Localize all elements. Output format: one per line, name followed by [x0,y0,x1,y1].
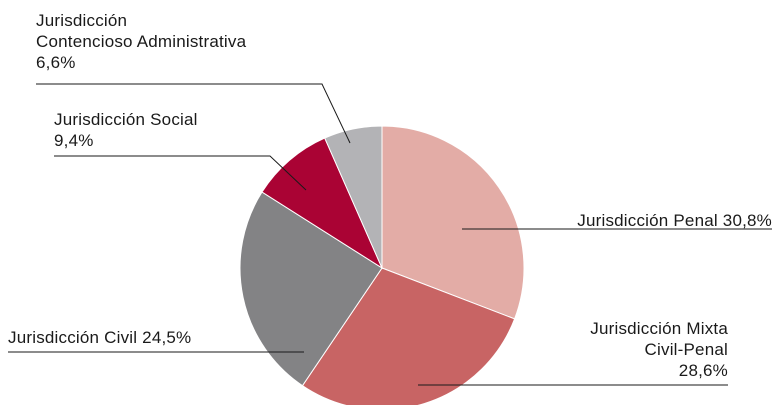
pie-slices [239,125,525,405]
leader-line-4 [54,155,307,191]
slice-label-2: Jurisdicción Mixta Civil-Penal 28,6% [590,319,728,380]
slice-label-line: Jurisdicción Mixta [590,319,728,338]
slice-label-line: 9,4% [54,131,94,150]
slice-label-line: Jurisdicción [36,11,127,30]
slice-label-1: Jurisdicción Penal 30,8% [577,211,772,230]
pie-slice-3 [239,191,383,387]
slice-label-line: Civil-Penal [645,340,728,359]
slice-label-3: Jurisdicción Civil 24,5% [8,328,191,347]
slice-label-line: Jurisdicción Civil 24,5% [8,328,191,347]
leader-lines [8,83,772,386]
slice-label-line: 28,6% [679,361,728,380]
pie-slice-4 [261,137,384,270]
slice-label-line: 6,6% [36,53,76,72]
leader-line-5 [36,83,351,144]
slice-label-line: Jurisdicción Penal 30,8% [577,211,772,230]
slice-label-5: Jurisdicción Contencioso Administrativa 6,… [36,11,247,72]
slice-label-line: Contencioso Administrativa [36,32,247,51]
pie-slice-1 [381,125,525,320]
slice-labels: Jurisdicción Penal 30,8% Jurisdicción Mix… [8,11,772,380]
pie-slice-5 [324,125,383,269]
slice-label-line: Jurisdicción Social [54,110,198,129]
pie-slice-2 [301,267,516,405]
slice-label-4: Jurisdicción Social 9,4% [54,110,198,150]
